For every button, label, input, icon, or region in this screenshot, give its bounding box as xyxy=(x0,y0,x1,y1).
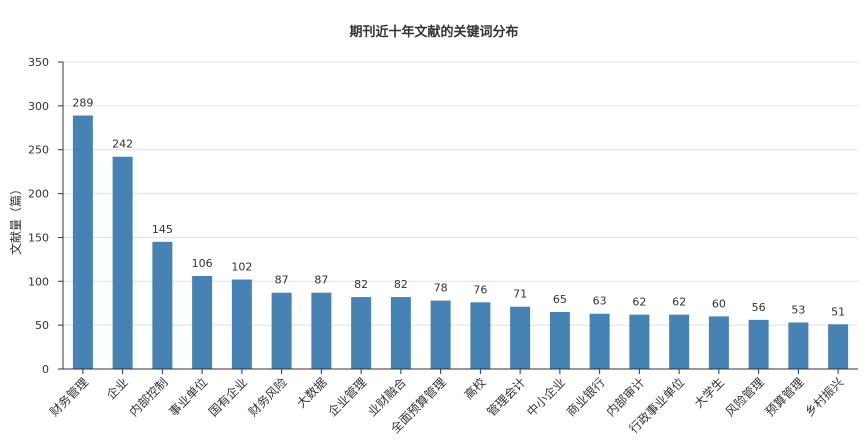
x-tick-label: 内部控制 xyxy=(126,375,171,420)
x-tick-label: 商业银行 xyxy=(563,375,608,420)
bar xyxy=(390,297,411,369)
y-tick-label: 50 xyxy=(35,319,49,332)
data-label: 56 xyxy=(752,301,766,314)
bars xyxy=(72,115,849,370)
data-label: 63 xyxy=(593,295,607,308)
data-label: 51 xyxy=(831,305,845,318)
bar xyxy=(152,241,173,369)
data-label: 242 xyxy=(112,138,133,151)
bar xyxy=(669,314,690,369)
data-label: 102 xyxy=(231,261,252,274)
y-tick-label: 100 xyxy=(28,275,49,288)
x-tick-label: 财务风险 xyxy=(245,375,290,420)
data-label: 87 xyxy=(314,274,328,287)
data-label: 145 xyxy=(152,223,173,236)
bar xyxy=(788,322,809,369)
data-label: 60 xyxy=(712,297,726,310)
data-label: 106 xyxy=(192,257,213,270)
x-tick-label: 高校 xyxy=(461,375,489,403)
data-label: 62 xyxy=(632,296,646,309)
x-tick-label: 风险管理 xyxy=(722,375,767,420)
bar xyxy=(351,297,372,369)
grid-lines xyxy=(63,61,858,326)
axes xyxy=(62,62,858,370)
x-tick-label: 大数据 xyxy=(293,375,329,411)
x-tick-label: 大学生 xyxy=(691,375,727,411)
bar xyxy=(589,313,610,369)
y-tick-label: 300 xyxy=(28,100,49,113)
bar xyxy=(828,324,849,369)
x-tick-label: 中小企业 xyxy=(523,375,568,420)
data-label: 65 xyxy=(553,293,567,306)
x-tick-label: 预算管理 xyxy=(762,375,807,420)
x-tick-label: 财务管理 xyxy=(46,375,91,420)
y-tick-label: 150 xyxy=(28,231,49,244)
bar xyxy=(629,314,650,369)
data-label: 82 xyxy=(394,278,408,291)
data-labels: 289 242 145 106 102 87 87 82 82 78 76 71 65 63 62 62 60 5… xyxy=(72,97,845,319)
bar xyxy=(192,276,213,369)
y-tick-label: 350 xyxy=(28,56,49,69)
bar xyxy=(271,292,292,369)
bar xyxy=(510,306,531,369)
data-label: 87 xyxy=(275,274,289,287)
chart-title: 期刊近十年文献的关键词分布 xyxy=(349,24,518,40)
bar xyxy=(72,115,93,370)
x-tick-label: 管理会计 xyxy=(484,375,529,420)
bar xyxy=(708,316,729,369)
bar xyxy=(748,319,769,369)
bar xyxy=(430,300,451,369)
data-label: 62 xyxy=(672,296,686,309)
x-tick-label: 国有企业 xyxy=(205,375,250,420)
data-label: 78 xyxy=(434,282,448,295)
bar xyxy=(112,156,133,369)
y-axis-ticks: 0 50 100 150 200 250 300 350 xyxy=(28,56,63,376)
data-label: 53 xyxy=(791,304,805,317)
bar xyxy=(470,302,491,369)
x-tick-label: 事业单位 xyxy=(166,375,211,420)
x-tick-label: 企业 xyxy=(103,375,131,403)
y-tick-label: 0 xyxy=(42,363,49,376)
data-label: 76 xyxy=(473,283,487,296)
bar xyxy=(549,311,570,369)
x-axis-ticks: 财务管理 企业内部控制事业单位国有企业财务风险 大数据企业管理业财融合全面预算管理高… xyxy=(46,369,846,436)
y-axis-label: 文献量（篇） xyxy=(8,183,23,255)
data-label: 71 xyxy=(513,288,527,301)
x-tick-label: 企业管理 xyxy=(325,375,370,420)
x-tick-label: 乡村振兴 xyxy=(802,375,846,419)
bar xyxy=(231,279,252,369)
bar xyxy=(311,292,332,369)
y-tick-label: 250 xyxy=(28,144,49,157)
data-label: 82 xyxy=(354,278,368,291)
y-tick-label: 200 xyxy=(28,188,49,201)
data-label: 289 xyxy=(72,97,93,110)
